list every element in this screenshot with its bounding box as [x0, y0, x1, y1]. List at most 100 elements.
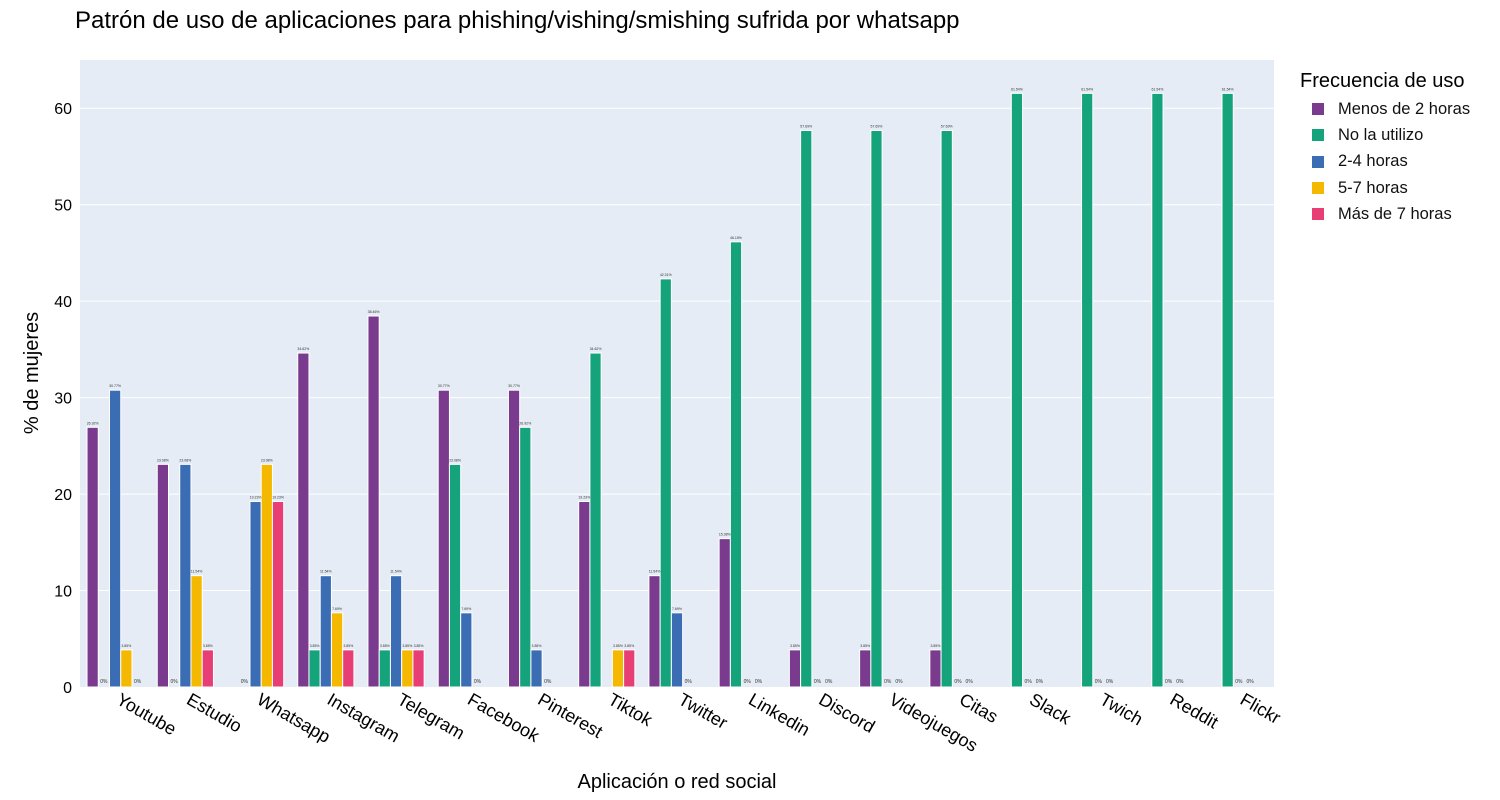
data-label: 11.54% [191, 570, 203, 574]
data-label: 61.54% [1011, 87, 1023, 91]
data-label: 0% [474, 679, 482, 685]
data-label: 0% [954, 679, 962, 685]
x-tick-labels: Youtube Estudio WhatsappInstagramTelegramF… [113, 689, 1284, 756]
bar-discord-s0 [788, 649, 802, 688]
data-label: 0% [884, 679, 892, 685]
data-label: 57.69% [871, 125, 883, 129]
legend-item[interactable]: Más de 7 horas [1300, 201, 1470, 227]
data-label: 38.46% [368, 310, 380, 314]
data-label: 30.77% [508, 384, 520, 388]
data-label: 3.85% [343, 644, 353, 648]
bar-facebook-s1 [448, 463, 462, 688]
bar-estudio-s4 [201, 649, 214, 688]
x-tick-label: Reddit [1167, 689, 1222, 732]
data-label: 61.54% [1081, 87, 1093, 91]
data-label: 11.54% [390, 570, 402, 574]
data-label: 57.69% [941, 125, 953, 129]
legend-swatch [1312, 129, 1324, 142]
data-label: 0% [685, 679, 693, 685]
data-label: 3.85% [624, 644, 634, 648]
data-label: 0% [814, 679, 822, 685]
data-label: 7.69% [332, 607, 342, 611]
bar-twich-s1 [1081, 92, 1094, 688]
bar-tiktok-s0 [578, 501, 591, 688]
legend-label: 5-7 horas [1338, 178, 1408, 197]
bar-flickr-s1 [1221, 92, 1234, 688]
data-label: 3.85% [790, 644, 800, 648]
data-label: 23.08% [261, 458, 273, 462]
data-label: 3.85% [930, 644, 940, 648]
data-label: 30.77% [109, 384, 121, 388]
bar-tiktok-s1 [589, 352, 602, 688]
x-tick-label: Facebook [464, 689, 543, 746]
legend: Frecuencia de uso Menos de 2 horas No la … [1300, 70, 1470, 227]
data-label: 61.54% [1222, 87, 1234, 91]
x-tick-label: Citas [956, 689, 1002, 727]
bar-tiktok-s3 [611, 649, 625, 688]
data-label: 0% [1247, 679, 1255, 685]
bar-pinterest-s1 [519, 426, 532, 688]
data-label: 0% [1106, 679, 1114, 685]
data-label: 26.92% [519, 421, 531, 425]
x-tick-label: Estudio [183, 689, 245, 736]
bar-slack-s1 [1010, 92, 1024, 688]
legend-item[interactable]: No la utilizo [1300, 122, 1470, 148]
data-label: 3.85% [532, 644, 542, 648]
legend-label: Menos de 2 horas [1338, 99, 1471, 118]
x-tick-label: Pinterest [535, 689, 607, 742]
x-tick-label: Linkedin [745, 689, 813, 740]
bar-youtube-s0 [86, 426, 99, 688]
data-label: 26.92% [87, 421, 99, 425]
bar-citas-s0 [929, 649, 942, 688]
data-label: 0% [966, 679, 974, 685]
data-label: 0% [134, 679, 142, 685]
data-label: 3.85% [310, 644, 320, 648]
y-tick-label: 20 [54, 487, 72, 504]
bar-telegram-s4 [412, 649, 425, 688]
legend-item[interactable]: Menos de 2 horas [1300, 96, 1470, 122]
bar-linkedin-s1 [729, 241, 743, 688]
bar-telegram-s0 [367, 315, 380, 688]
bar-youtube-s3 [120, 649, 133, 688]
x-axis-title: Aplicación o red social [578, 771, 777, 793]
legend-label: No la utilizo [1338, 125, 1424, 144]
x-tick-label: Youtube [113, 689, 180, 739]
y-tick-label: 40 [54, 294, 72, 311]
x-tick-label: Twitter [675, 689, 731, 733]
x-tick-label: Twich [1096, 689, 1146, 729]
data-label: 7.69% [672, 607, 682, 611]
data-label: 57.69% [800, 125, 812, 129]
legend-item[interactable]: 5-7 horas [1300, 175, 1470, 201]
bars [86, 92, 1234, 688]
bar-pinterest-s2 [530, 649, 543, 688]
x-tick-label: Instagram [324, 689, 403, 746]
bar-instagram-s0 [297, 352, 310, 688]
data-label: 61.54% [1151, 87, 1163, 91]
data-label: 3.85% [613, 644, 623, 648]
bar-pinterest-s0 [507, 389, 521, 688]
data-label: 42.31% [660, 273, 672, 277]
y-tick-label: 50 [54, 198, 72, 215]
bar-whatsapp-s2 [249, 501, 262, 688]
bar-telegram-s3 [401, 649, 414, 688]
bar-twitter-s0 [648, 575, 661, 688]
data-label: 0% [1095, 679, 1103, 685]
bar-instagram-s1 [308, 649, 321, 688]
data-label: 19.23% [250, 496, 262, 500]
data-label: 11.54% [649, 570, 661, 574]
legend-item[interactable]: 2-4 horas [1300, 149, 1470, 175]
data-label: 0% [1176, 679, 1184, 685]
data-label: 0% [1165, 679, 1173, 685]
legend-title: Frecuencia de uso [1300, 70, 1465, 92]
x-tick-label: Tiktok [605, 689, 657, 730]
data-label: 7.69% [461, 607, 471, 611]
data-label: 23.08% [179, 458, 191, 462]
data-label: 3.85% [203, 644, 213, 648]
bar-telegram-s2 [389, 575, 403, 688]
x-tick-label: Whatsapp [254, 689, 334, 747]
bar-instagram-s4 [342, 649, 355, 688]
data-label: 0% [825, 679, 833, 685]
legend-swatch [1312, 155, 1324, 168]
legend-label: Más de 7 horas [1338, 204, 1452, 223]
x-tick-label: Telegram [394, 689, 468, 743]
